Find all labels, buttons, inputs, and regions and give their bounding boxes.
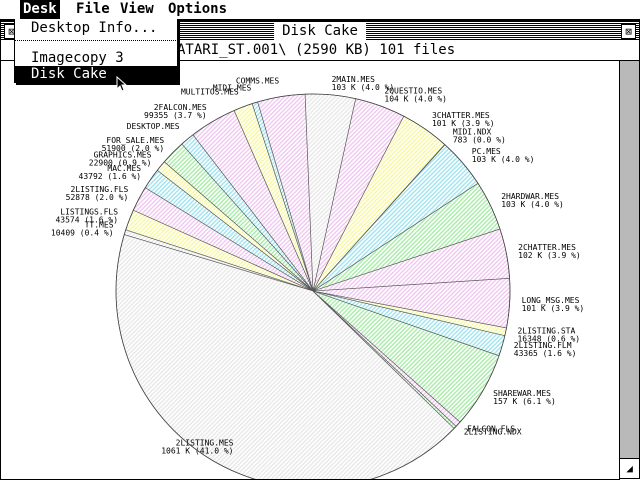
slice-value-label: 101 K (3.9 %) [522, 304, 585, 313]
slice-label: 2QUESTIO.MES [384, 87, 442, 96]
pie-outline [115, 93, 511, 483]
slice-value-label: 43574 (1.6 %) [55, 216, 118, 225]
slice-label: 2LISTING.NDX [464, 428, 522, 437]
slice-label: 2LISTING.FLM [514, 341, 572, 350]
menu-view[interactable]: View [120, 1, 154, 17]
slice-value-label: 99355 (3.7 %) [144, 111, 207, 120]
slice-label: PC.MES [472, 147, 501, 156]
slice-label: 3CHATTER.MES [432, 111, 490, 120]
menu-item-imagecopy[interactable]: Imagecopy 3 [31, 50, 124, 66]
slice-label: 2HARDWAR.MES [501, 192, 559, 201]
menu-desk[interactable]: Desk [20, 0, 60, 19]
slice-label: 2LISTING.MES [176, 438, 234, 447]
chart-area: COMMS.MES MIDI.MES MULTITOS.MES 2FALCON.MES… [0, 61, 620, 483]
resize-box-icon[interactable]: ◢ [619, 458, 640, 479]
disk-cake-window: ⊠ Disk Cake ⊠ ATARI_ST.001\ (2590 KB) 10… [0, 20, 640, 483]
slice-value-label: 43792 (1.6 %) [79, 172, 142, 181]
slice-label: 2FALCON.MES [154, 103, 207, 112]
slice-label: FOR_SALE.MES [106, 136, 164, 145]
slice-value-label: 16348 (0.6 %) [517, 334, 580, 343]
slice-value-label: 22900 (0.9 %) [89, 158, 152, 167]
slice-label: GRAPHICS.MES [94, 150, 152, 159]
slice-value-label: 103 K (4.0 %) [472, 155, 535, 164]
slice-label: 2MAIN.MES [332, 75, 376, 84]
slice-label: 2CHATTER.MES [518, 243, 576, 252]
slice-value-label: 43365 (1.6 %) [514, 349, 577, 358]
menu-options[interactable]: Options [168, 1, 228, 17]
slice-value-label: 157 K (6.1 %) [493, 397, 556, 406]
slice-label: MAC.MES [107, 164, 141, 173]
menu-item-disk-cake[interactable]: Disk Cake [15, 66, 177, 82]
slice-label: TT.MES [85, 221, 114, 230]
slice-value-label: 103 K (4.0 %) [501, 200, 564, 209]
window-title: Disk Cake [274, 23, 366, 40]
slice-value-label: 51900 (2.0 %) [102, 144, 165, 153]
slice-label: 2LISTING.STA [517, 326, 575, 335]
drive-info-text: ATARI_ST.001\ (2590 KB) 101 files [177, 42, 456, 58]
desk-menu-dropdown: Desktop Info... Imagecopy 3 Disk Cake [14, 19, 178, 83]
slice-value-label: 103 K (4.0 %) [332, 83, 395, 92]
slice-label: LISTINGS.FLS [60, 208, 118, 217]
vertical-scrollbar[interactable] [619, 61, 640, 462]
slice-label: MIDI.NDX [453, 128, 492, 137]
slice-label: SHAREWAR.MES [493, 389, 551, 398]
slice-label: FALCON.FLS [467, 424, 515, 433]
slice-value-label: 101 K (3.9 %) [432, 119, 495, 128]
slice-label: 2LISTING.FLS [71, 185, 129, 194]
slice-label: LONG_MSG.MES [522, 296, 580, 305]
slice-value-label: 102 K (3.9 %) [518, 251, 581, 260]
menu-bar: Desk File View Options [0, 0, 640, 20]
slice-value-label: 10409 (0.4 %) [51, 229, 114, 238]
slice-label: MULTITOS.MES [181, 88, 239, 97]
slice-label: COMMS.MES [236, 77, 280, 86]
menu-item-desktop-info[interactable]: Desktop Info... [31, 20, 158, 36]
slice-value-label: 52878 (2.0 %) [66, 193, 129, 202]
mouse-pointer-icon [116, 76, 128, 92]
slice-value-label: 783 (0.0 %) [453, 136, 506, 145]
slice-label: MIDI.MES [213, 83, 252, 92]
menu-separator [15, 40, 177, 41]
menu-file[interactable]: File [76, 1, 110, 17]
slice-label: DESKTOP.MES [127, 122, 180, 131]
slice-value-label: 104 K (4.0 %) [384, 95, 447, 104]
full-box-icon[interactable]: ⊠ [621, 24, 636, 39]
